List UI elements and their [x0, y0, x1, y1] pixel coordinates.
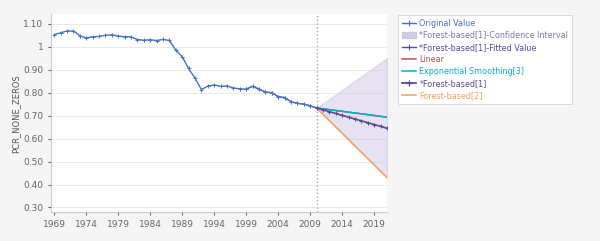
Legend: Original Value, *Forest-based[1]-Confidence Interval, *Forest-based[1]-Fitted Va: Original Value, *Forest-based[1]-Confide…	[398, 14, 572, 104]
Y-axis label: PCR_NONE_ZEROS: PCR_NONE_ZEROS	[11, 74, 20, 153]
